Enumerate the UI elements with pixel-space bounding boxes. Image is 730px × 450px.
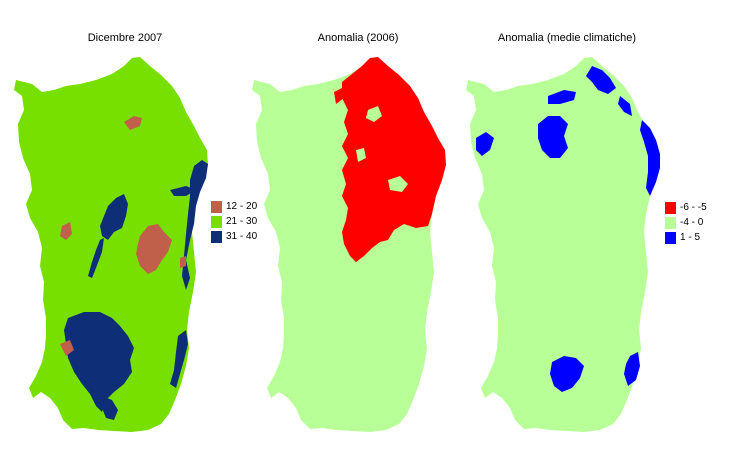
legend-label: 31 - 40 xyxy=(226,231,258,242)
legend-swatch xyxy=(211,215,222,228)
legend-swatch xyxy=(211,230,222,243)
legend-swatch xyxy=(665,216,676,229)
legend-item: 12 - 20 xyxy=(211,199,257,214)
region-anomaly-hole-3 xyxy=(356,148,366,162)
map-title-dicembre-2007: Dicembre 2007 xyxy=(87,32,163,44)
legend-label: 21 - 30 xyxy=(226,216,258,227)
region-anomaly-hole-2 xyxy=(388,176,408,192)
legend-item: 1 - 5 xyxy=(665,230,707,245)
legend-swatch xyxy=(665,201,676,214)
legend-item: -6 - -5 xyxy=(665,200,707,215)
region-12-20-sulcis xyxy=(60,340,74,356)
region-31-40-center xyxy=(100,194,128,240)
map-anomalia-medie xyxy=(466,57,660,432)
legend-swatch xyxy=(211,200,222,213)
region-anomaly-hole-1 xyxy=(366,106,382,122)
region-31-40-north-east xyxy=(170,186,196,196)
legend-item: -4 - 0 xyxy=(665,215,707,230)
map-anomalia-2006 xyxy=(252,57,446,432)
legend-label: 1 - 5 xyxy=(680,232,701,243)
map-title-anomalia-2006: Anomalia (2006) xyxy=(317,32,399,44)
region-anomaly-1-5-north-strip xyxy=(548,90,576,104)
region-anomaly-1-5-north-east xyxy=(618,96,632,116)
legend-item: 21 - 30 xyxy=(211,214,257,229)
legend-dicembre-2007: 12 - 20 21 - 30 31 - 40 xyxy=(211,199,257,244)
region-anomaly-1-5-sarrabus xyxy=(624,352,640,386)
legend-swatch xyxy=(665,231,676,244)
region-anomaly-minus6-minus5 xyxy=(342,57,446,262)
region-anomaly-1-5-northwest xyxy=(476,132,494,156)
legend-item: 31 - 40 xyxy=(211,229,257,244)
region-12-20-gennargentu xyxy=(136,224,172,274)
region-anomaly-1-5-east-coast xyxy=(640,120,660,196)
region-31-40-south-east xyxy=(170,330,188,388)
legend-anomalia: -6 - -5 -4 - 0 1 - 5 xyxy=(665,200,707,245)
region-anomaly-1-5-gallura xyxy=(586,66,616,94)
region-31-40-lobe xyxy=(102,396,118,420)
region-12-20-east xyxy=(180,256,186,268)
legend-label: 12 - 20 xyxy=(226,201,258,212)
map-title-anomalia-medie: Anomalia (medie climatiche) xyxy=(497,32,637,44)
region-31-40-channel xyxy=(88,238,104,278)
legend-label: -4 - 0 xyxy=(680,217,704,228)
region-31-40-east xyxy=(182,160,208,290)
region-anomaly-red-islet xyxy=(334,88,344,104)
legend-label: -6 - -5 xyxy=(680,202,707,213)
map-dicembre-2007 xyxy=(14,57,208,432)
region-12-20-marghine xyxy=(60,222,72,240)
region-anomaly-1-5-logudoro xyxy=(538,116,568,158)
region-anomaly-1-5-campidano xyxy=(550,356,584,392)
region-31-40-south xyxy=(64,312,134,412)
region-12-20-limbara xyxy=(124,116,142,130)
